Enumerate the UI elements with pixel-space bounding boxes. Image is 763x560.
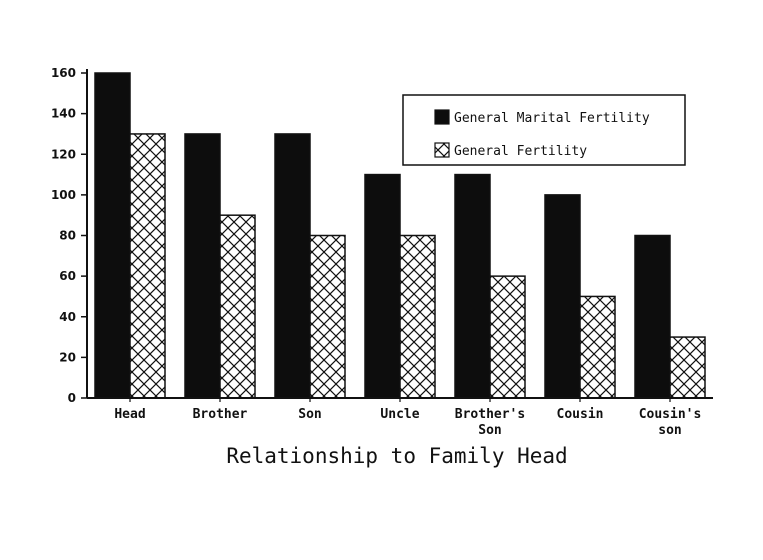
legend-swatch	[434, 142, 450, 158]
x-category-label: Son	[298, 407, 321, 422]
x-category-label-line: Cousin	[557, 407, 604, 422]
legend: General Marital Fertility General Fertili…	[402, 94, 686, 166]
x-axis-title: Relationship to Family Head	[226, 444, 567, 468]
x-category-label: Brother's Son	[455, 407, 525, 438]
x-category-label-line: Uncle	[380, 407, 419, 422]
legend-label: General Marital Fertility	[454, 111, 650, 126]
x-category-label: Brother	[193, 407, 248, 422]
x-category-label-line: Son	[478, 423, 501, 438]
x-category-label: Head	[114, 407, 145, 422]
y-tick-label: 80	[59, 229, 76, 243]
bar-general-fertility	[579, 295, 616, 399]
legend-box	[402, 94, 686, 166]
bar-general-fertility	[219, 214, 256, 399]
x-category-label: Cousin	[557, 407, 604, 422]
x-category-label: Cousin's son	[639, 407, 702, 438]
bar-marital-fertility	[364, 173, 401, 399]
y-tick-label: 120	[51, 147, 76, 161]
x-category-label-line: Brother	[193, 407, 248, 422]
x-category-label-line: Cousin's	[639, 407, 702, 422]
y-tick-label: 100	[51, 188, 76, 202]
y-tick-label: 20	[59, 350, 76, 364]
bar-general-fertility	[489, 275, 526, 399]
legend-label: General Fertility	[454, 144, 587, 159]
bar-marital-fertility	[544, 194, 581, 399]
legend-swatch	[434, 109, 450, 125]
x-category-label: Uncle	[380, 407, 419, 422]
y-axis: 0 20 40 60 80 100 120 140 160	[51, 66, 88, 405]
y-tick-label: 60	[59, 269, 76, 283]
x-category-label-line: Brother's	[455, 407, 525, 422]
bar-marital-fertility	[634, 234, 671, 399]
bar-general-fertility	[399, 234, 436, 399]
bar-marital-fertility	[274, 133, 311, 399]
y-tick-label: 160	[51, 66, 76, 80]
y-tick-label: 40	[59, 310, 76, 324]
x-category-label-line: Head	[114, 407, 145, 422]
x-category-label-line: son	[658, 423, 681, 438]
bar-marital-fertility	[454, 173, 491, 399]
bar-marital-fertility	[94, 72, 131, 399]
bar-marital-fertility	[184, 133, 221, 399]
bar-general-fertility	[129, 133, 166, 399]
bar-general-fertility	[669, 336, 706, 399]
y-tick-label: 0	[68, 391, 76, 405]
y-tick-label: 140	[51, 107, 76, 121]
x-category-label-line: Son	[298, 407, 321, 422]
bar-general-fertility	[309, 234, 346, 399]
